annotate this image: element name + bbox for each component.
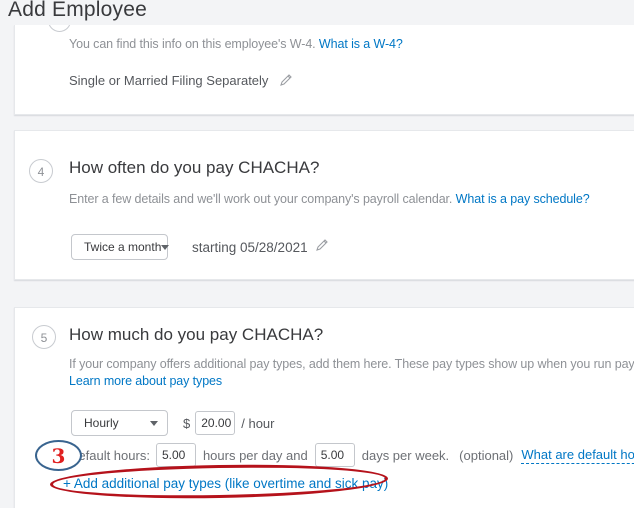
hours-per-day-input[interactable] — [155, 443, 196, 467]
days-per-week-label: days per week. — [361, 447, 450, 463]
what-are-default-hours-link[interactable]: What are default hours? — [521, 447, 634, 464]
card-w4-info: You can find this info on this employee'… — [14, 25, 634, 115]
pay-type-value: Hourly — [84, 416, 119, 430]
optional-label: (optional) — [459, 447, 514, 463]
starting-date-text: starting 05/28/2021 — [192, 239, 308, 255]
pay-amount-heading: How much do you pay CHACHA? — [69, 325, 324, 344]
pay-schedule-controls-row: Twice a month starting 05/28/2021 — [71, 234, 329, 260]
w4-info-line: You can find this info on this employee'… — [69, 37, 403, 51]
pay-schedule-description-text: Enter a few details and we'll work out y… — [69, 192, 453, 206]
filing-status-value: Single or Married Filing Separately — [69, 73, 269, 88]
pay-amount-description: If your company offers additional pay ty… — [69, 357, 634, 371]
step-circle-clipped — [48, 25, 71, 32]
default-hours-row: Default hours: hours per day and days pe… — [69, 443, 634, 467]
pay-frequency-dropdown[interactable]: Twice a month — [71, 234, 170, 260]
pay-rate-row: Hourly $ / hour — [71, 410, 274, 436]
step-5-badge: 5 — [32, 325, 56, 349]
page-header: Add Employee — [0, 0, 634, 25]
card-pay-amount: 5 How much do you pay CHACHA? If your co… — [14, 307, 634, 508]
pay-type-dropdown[interactable]: Hourly — [71, 410, 168, 436]
pay-schedule-description: Enter a few details and we'll work out y… — [69, 192, 590, 206]
hours-per-day-label: hours per day and — [202, 447, 308, 463]
currency-symbol: $ — [183, 415, 191, 431]
chevron-down-icon — [161, 244, 170, 250]
page-title: Add Employee — [8, 0, 147, 21]
annotation-step-ellipse: 3 — [35, 440, 82, 471]
days-per-week-input[interactable] — [314, 443, 355, 467]
pay-frequency-value: Twice a month — [84, 240, 162, 254]
filing-status-line: Single or Married Filing Separately — [69, 73, 293, 90]
add-additional-pay-types-link[interactable]: + Add additional pay types (like overtim… — [63, 476, 389, 491]
hourly-rate-input[interactable] — [195, 411, 236, 435]
w4-info-text: You can find this info on this employee'… — [69, 37, 316, 51]
annotation-step-number: 3 — [51, 443, 66, 468]
pay-schedule-heading: How often do you pay CHACHA? — [69, 158, 320, 177]
step-4-badge: 4 — [29, 159, 53, 183]
pay-amount-description-link-line: Learn more about pay types — [69, 374, 222, 388]
edit-start-date-pencil-icon[interactable] — [315, 238, 329, 257]
learn-more-pay-types-link[interactable]: Learn more about pay types — [69, 374, 223, 388]
add-pay-types-line: + Add additional pay types (like overtim… — [63, 476, 388, 491]
chevron-down-icon — [150, 420, 158, 426]
edit-pencil-icon[interactable] — [279, 73, 293, 90]
rate-unit-label: / hour — [241, 415, 275, 431]
card-pay-schedule: 4 How often do you pay CHACHA? Enter a f… — [14, 130, 634, 280]
what-is-w4-link[interactable]: What is a W-4? — [318, 37, 403, 51]
what-is-pay-schedule-link[interactable]: What is a pay schedule? — [455, 192, 590, 206]
default-hours-label: Default hours: — [69, 447, 150, 463]
